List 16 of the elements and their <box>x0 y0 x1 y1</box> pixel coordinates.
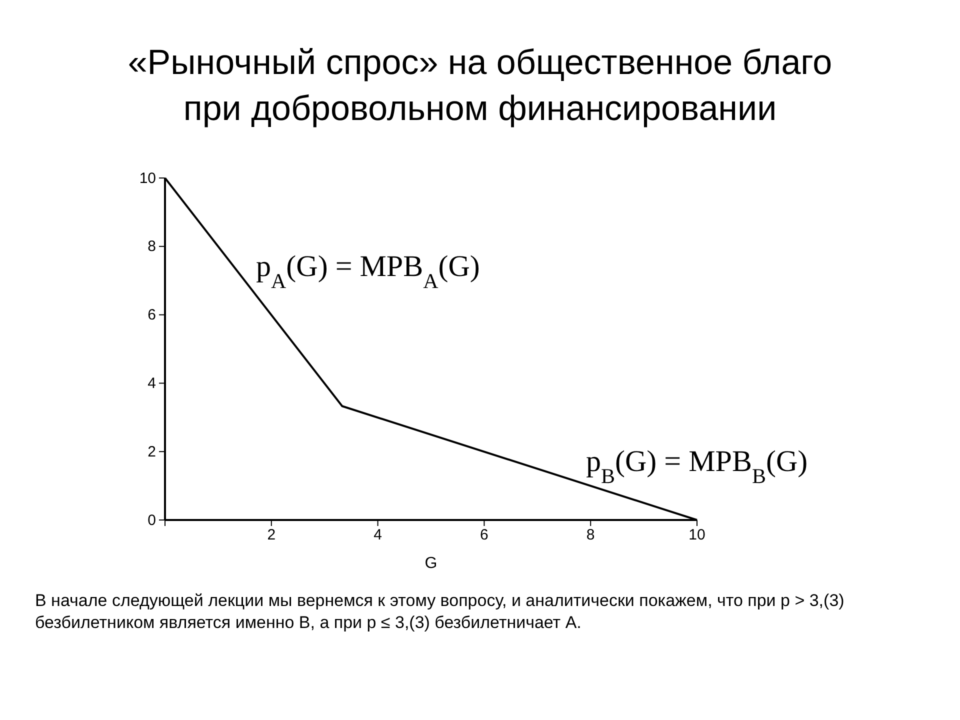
y-tick-label: 8 <box>148 238 156 256</box>
y-tick-label: 2 <box>148 443 156 460</box>
text: В начале следующей лекции мы вернемся к этому вопросу, и аналитически покажем, что при p > 3,(3) безбилетником является именно B, а при p ≤ 3,(3) безбилетничает A. <box>35 590 846 634</box>
x-tick-label: 4 <box>374 526 382 544</box>
chart-title: «Рыночный спрос» на общественное благо при добровольном финансировании <box>126 42 834 130</box>
annotation: p$_{A}$(G) = MPB$_{A}$(G) <box>256 250 480 293</box>
x-tick-label: 8 <box>586 526 595 544</box>
y-tick-label: 4 <box>148 375 156 392</box>
y-tick-label: 0 <box>148 512 156 529</box>
y-tick-label: 6 <box>148 306 156 324</box>
annotation: p$_{B}$(G) = MPB$_{B}$(G) <box>586 445 808 488</box>
x-tick-label: 10 <box>688 526 706 544</box>
x-axis-title: G <box>424 555 438 572</box>
x-tick-label: 6 <box>480 526 488 544</box>
x-tick-label: 2 <box>267 526 276 544</box>
y-tick-label: 10 <box>139 170 156 187</box>
